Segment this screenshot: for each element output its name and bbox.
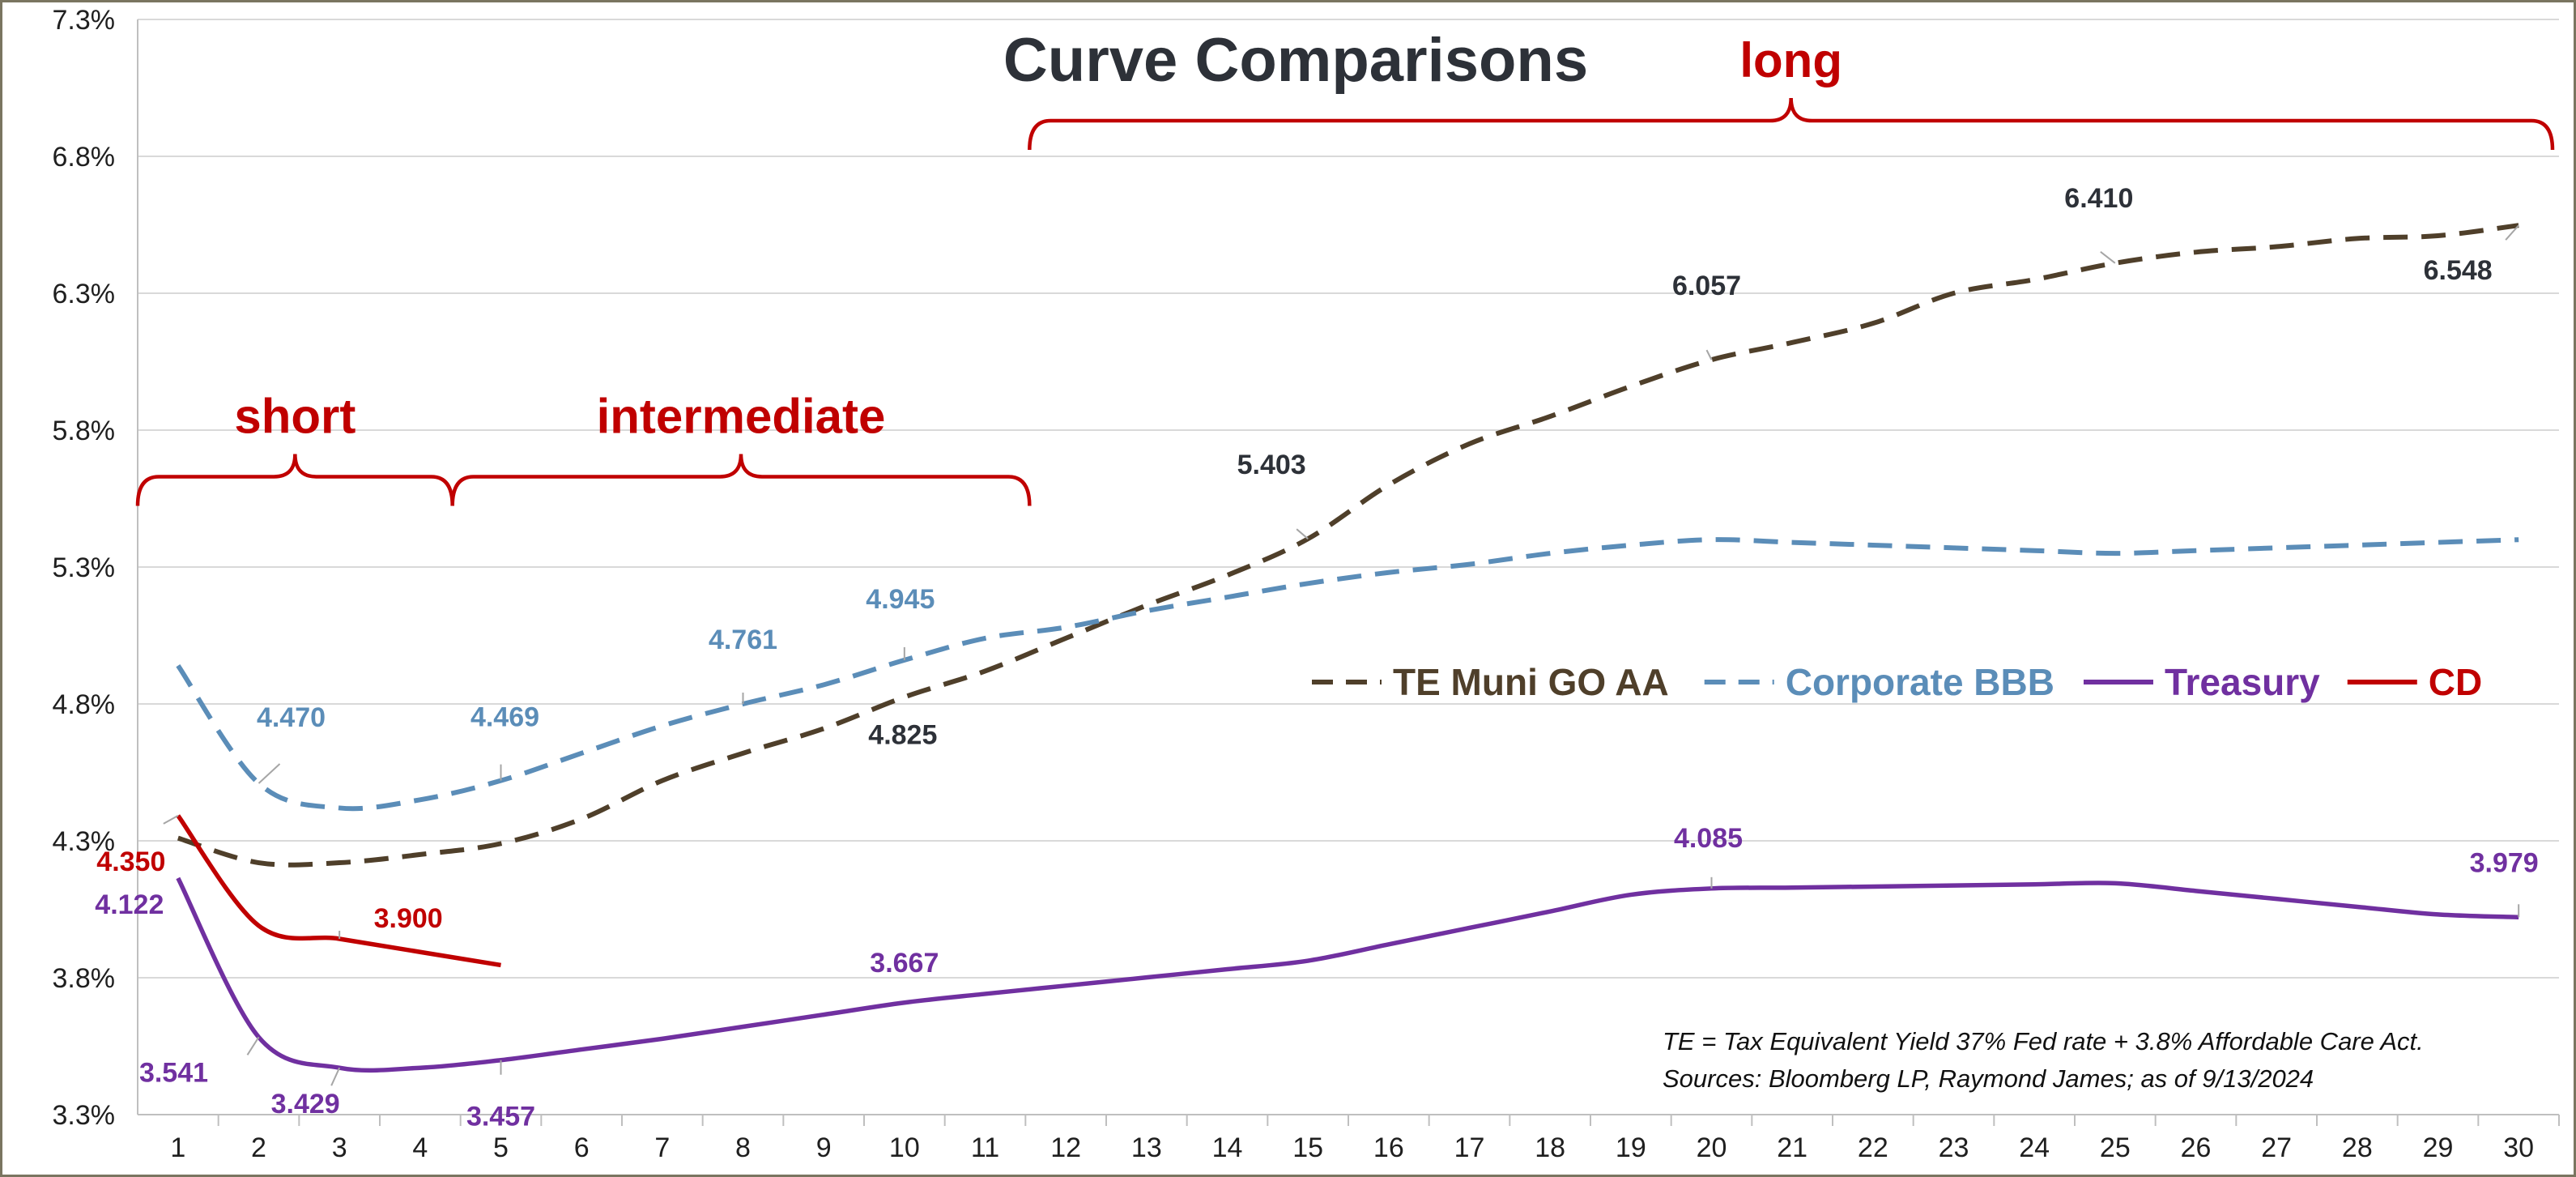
- x-tick-label: 21: [1777, 1132, 1807, 1163]
- data-label-treasury: 4.122: [95, 889, 164, 920]
- series-lines: [176, 223, 2519, 1073]
- bracket-label-intermediate: intermediate: [597, 389, 886, 443]
- data-label-leader: [2100, 251, 2116, 264]
- data-label-corporate-bbb: 4.945: [866, 584, 935, 615]
- x-tick-label: 23: [1939, 1132, 1969, 1163]
- data-label-leader: [258, 763, 281, 784]
- y-tick-label: 3.3%: [53, 1100, 116, 1131]
- bracket-label-long: long: [1739, 33, 1842, 87]
- x-tick-label: 1: [170, 1132, 185, 1163]
- legend: TE Muni GO AA Corporate BBB Treasury CD: [1312, 661, 2482, 703]
- data-label-treasury: 4.085: [1674, 823, 1743, 854]
- gridlines: [138, 19, 2559, 1115]
- x-tick-label: 28: [2342, 1132, 2373, 1163]
- chart-title: Curve Comparisons: [1003, 26, 1588, 95]
- x-tick-label: 15: [1292, 1132, 1323, 1163]
- x-tick-label: 5: [493, 1132, 509, 1163]
- data-label-corporate-bbb: 4.470: [257, 702, 326, 733]
- x-tick-label: 14: [1212, 1132, 1243, 1163]
- maturity-brackets: short intermediate long: [135, 33, 2555, 506]
- data-labels: 4.825 5.403 6.057 6.410 6.548 4.470 4.469 4.761…: [95, 183, 2538, 1132]
- data-label-cd: 4.350: [96, 847, 165, 877]
- data-label-treasury: 3.429: [271, 1089, 340, 1119]
- data-label-te-muni-go-aa: 6.057: [1672, 271, 1741, 301]
- data-label-leader: [1705, 349, 1713, 360]
- x-tick-label: 22: [1858, 1132, 1888, 1163]
- y-tick-label: 3.8%: [53, 963, 116, 994]
- x-tick-label: 24: [2019, 1132, 2050, 1163]
- x-tick-label: 3: [332, 1132, 347, 1163]
- bracket-label-short: short: [234, 389, 356, 443]
- data-label-cd: 3.900: [374, 903, 443, 934]
- x-tick-label: 18: [1535, 1132, 1565, 1163]
- data-label-treasury: 3.457: [466, 1102, 535, 1132]
- x-tick-label: 20: [1697, 1132, 1727, 1163]
- data-label-leader: [246, 1036, 260, 1055]
- x-tick-label: 4: [412, 1132, 428, 1163]
- x-tick-label: 16: [1373, 1132, 1404, 1163]
- x-tick-label: 9: [816, 1132, 832, 1163]
- data-label-leader: [330, 1067, 341, 1086]
- footnote: TE = Tax Equivalent Yield 37% Fed rate +…: [1663, 1027, 2424, 1093]
- data-label-te-muni-go-aa: 5.403: [1237, 450, 1306, 480]
- data-label-te-muni-go-aa: 6.410: [2064, 183, 2133, 214]
- data-label-corporate-bbb: 4.761: [709, 625, 777, 655]
- data-label-treasury: 3.541: [139, 1057, 208, 1088]
- y-tick-label: 6.3%: [53, 279, 116, 309]
- x-tick-label: 13: [1131, 1132, 1162, 1163]
- legend-label-corporate-bbb: Corporate BBB: [1786, 661, 2054, 703]
- x-tick-label: 27: [2261, 1132, 2292, 1163]
- data-label-leader: [1296, 528, 1309, 539]
- series-line-cd: [176, 814, 501, 968]
- x-tick-label: 12: [1050, 1132, 1081, 1163]
- legend-label-te-muni-go-aa: TE Muni GO AA: [1393, 661, 1669, 703]
- series-line-treasury: [176, 876, 2519, 1073]
- footnote-line: Sources: Bloomberg LP, Raymond James; as…: [1663, 1064, 2314, 1093]
- data-label-leader: [2505, 224, 2519, 241]
- axes: 3.3%3.8%4.3%4.8%5.3%5.8%6.3%6.8%7.3%1 2 3 4…: [53, 5, 2560, 1163]
- x-tick-label: 11: [971, 1132, 999, 1163]
- y-tick-label: 4.3%: [53, 826, 116, 857]
- x-tick-label: 6: [574, 1132, 590, 1163]
- x-tick-label: 26: [2181, 1132, 2212, 1163]
- x-tick-label: 30: [2503, 1132, 2534, 1163]
- x-tick-label: 10: [889, 1132, 920, 1163]
- x-tick-label: 25: [2100, 1132, 2131, 1163]
- data-label-leader: [163, 815, 179, 825]
- y-tick-label: 4.8%: [53, 689, 116, 720]
- bracket-intermediate: [450, 454, 1032, 506]
- data-label-corporate-bbb: 4.469: [470, 702, 539, 733]
- x-tick-label: 19: [1616, 1132, 1646, 1163]
- data-label-treasury: 3.667: [870, 948, 939, 979]
- bracket-long: [1028, 97, 2555, 151]
- x-tick-label: 7: [654, 1132, 670, 1163]
- y-tick-label: 5.3%: [53, 552, 116, 583]
- y-tick-label: 6.8%: [53, 142, 116, 173]
- x-tick-label: 8: [735, 1132, 751, 1163]
- data-label-treasury: 3.979: [2470, 847, 2539, 878]
- data-label-te-muni-go-aa: 6.548: [2424, 255, 2493, 286]
- x-tick-label: 2: [251, 1132, 266, 1163]
- x-tick-label: 17: [1454, 1132, 1485, 1163]
- x-tick-label: 29: [2423, 1132, 2454, 1163]
- data-label-te-muni-go-aa: 4.825: [868, 720, 937, 751]
- bracket-short: [135, 454, 454, 506]
- legend-label-treasury: Treasury: [2165, 661, 2320, 703]
- series-line-te-muni-go-aa: [177, 223, 2519, 868]
- series-line-corporate-bbb: [176, 537, 2519, 812]
- y-tick-label: 5.8%: [53, 416, 116, 446]
- footnote-line: TE = Tax Equivalent Yield 37% Fed rate +…: [1663, 1027, 2424, 1055]
- legend-label-cd: CD: [2429, 661, 2482, 703]
- y-tick-label: 7.3%: [53, 5, 116, 36]
